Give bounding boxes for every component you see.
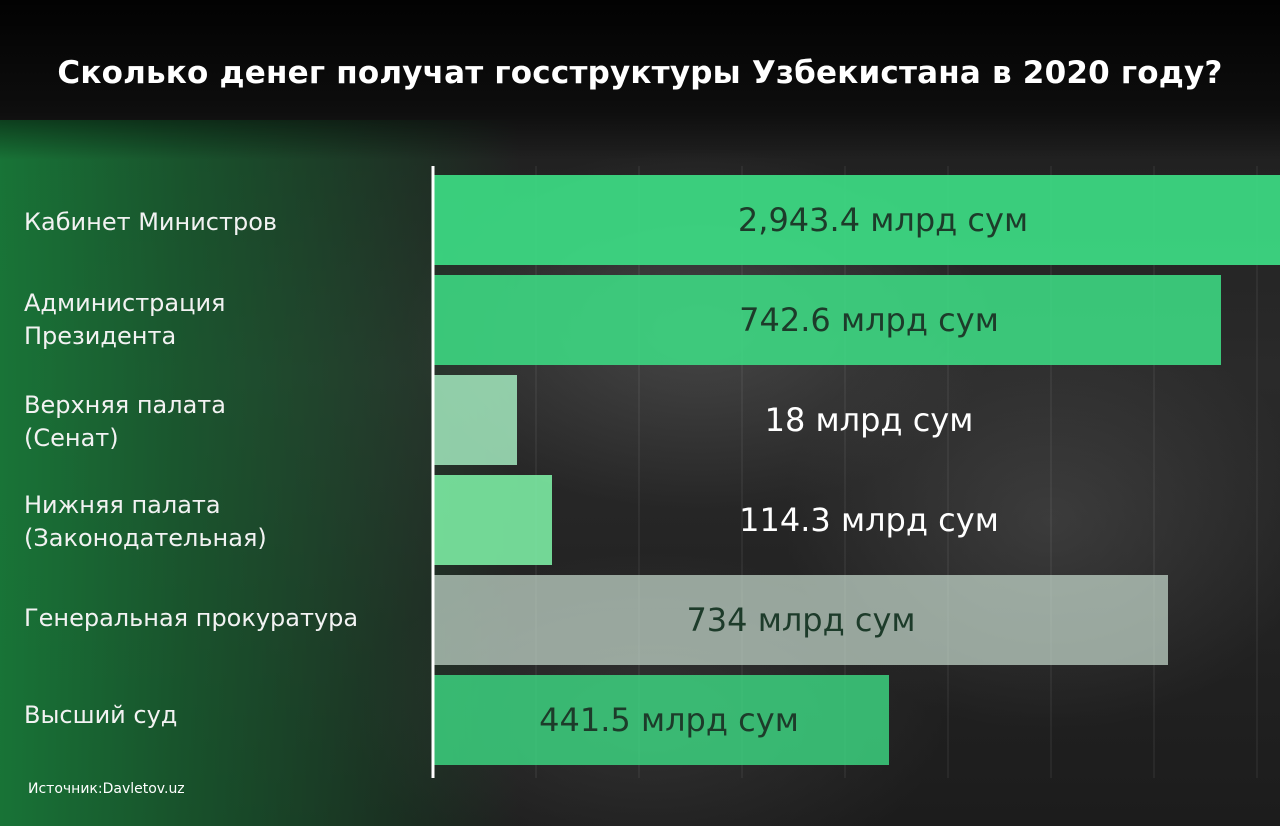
bar-1	[433, 175, 1280, 265]
source-note: Источник:Davletov.uz	[28, 781, 185, 797]
data-label-3: 18 млрд сум	[765, 401, 974, 439]
category-label: Верхняя палата (Сенат)	[24, 391, 226, 452]
category-label: Генеральная прокуратура	[24, 604, 359, 632]
data-label-4: 114.3 млрд сум	[739, 501, 999, 539]
category-label: Нижняя палата (Законодательная)	[24, 491, 267, 552]
category-label: Высший суд	[24, 701, 178, 729]
bar-4	[433, 475, 552, 565]
bar-2	[433, 275, 1221, 365]
data-label-2: 742.6 млрд сум	[739, 301, 999, 339]
background-top-shade	[0, 0, 1280, 160]
category-label: Кабинет Министров	[24, 208, 278, 236]
bar-5	[433, 575, 1168, 665]
data-label-5: 734 млрд сум	[686, 601, 915, 639]
bar-6	[433, 675, 889, 765]
category-label: Администрация Президента	[24, 289, 226, 350]
data-label-1: 2,943.4 млрд сум	[738, 201, 1028, 239]
data-label-6: 441.5 млрд сум	[539, 701, 799, 739]
bar-3	[433, 375, 517, 465]
chart-title: Сколько денег получат госструктуры Узбек…	[57, 55, 1223, 91]
